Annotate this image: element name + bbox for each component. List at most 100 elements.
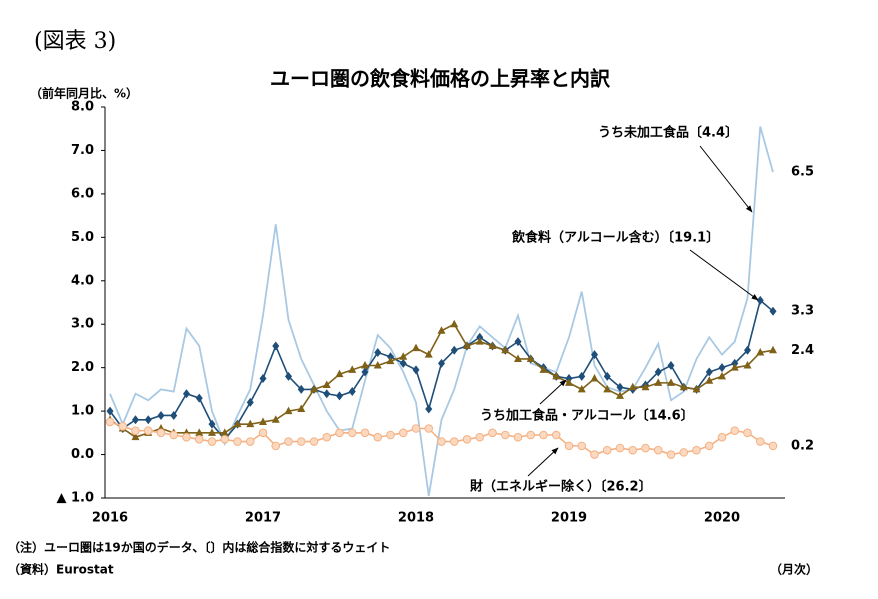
marker <box>425 404 433 414</box>
marker <box>170 410 178 420</box>
marker <box>513 432 523 442</box>
marker <box>615 443 625 453</box>
marker <box>323 389 331 399</box>
marker <box>679 448 689 457</box>
marker <box>297 384 305 394</box>
y-tick-label: 7.0 <box>71 143 94 158</box>
marker <box>386 356 395 365</box>
legend-label: 飲食料（アルコール含む）〔19.1〕 <box>511 230 719 246</box>
marker <box>679 382 688 391</box>
x-tick-label: 2016 <box>92 511 128 526</box>
marker <box>284 437 293 446</box>
legend-label: うち加工食品・アルコール〔14.6〕 <box>480 408 694 424</box>
marker <box>463 341 471 349</box>
marker <box>438 358 445 368</box>
marker <box>245 437 255 446</box>
marker <box>297 404 306 412</box>
x-tick-label: 2020 <box>704 511 740 526</box>
marker <box>578 371 586 381</box>
y-tick-label: 5.0 <box>71 230 94 245</box>
marker <box>348 387 356 397</box>
marker <box>131 432 140 441</box>
marker <box>322 380 331 389</box>
y-tick-label: 2.0 <box>71 360 94 375</box>
marker <box>539 430 548 440</box>
marker <box>169 430 179 440</box>
marker <box>194 435 204 444</box>
marker <box>705 367 713 377</box>
marker <box>386 430 395 440</box>
marker <box>756 295 764 305</box>
figure-label: (図表 3) <box>34 29 116 54</box>
marker <box>118 422 128 431</box>
marker <box>374 347 382 357</box>
marker <box>157 410 165 420</box>
marker <box>131 426 140 435</box>
annotation-arrow <box>527 447 559 477</box>
marker <box>488 428 497 438</box>
marker <box>132 415 139 425</box>
marker <box>667 378 675 386</box>
marker <box>705 376 714 384</box>
x-tick-label: 2018 <box>398 511 434 526</box>
marker <box>603 371 611 381</box>
end-value-label: 6.5 <box>791 165 814 180</box>
y-tick-label: 0.0 <box>71 447 94 462</box>
y-tick-label: 4.0 <box>71 273 94 288</box>
marker <box>335 369 344 378</box>
marker <box>552 371 561 380</box>
y-tick-label: 8.0 <box>71 100 94 115</box>
marker <box>718 363 726 373</box>
marker <box>259 374 267 384</box>
marker <box>259 417 267 425</box>
marker <box>730 363 739 371</box>
chart-title: ユーロ圏の飲食料価格の上昇率と内訳 <box>270 67 611 91</box>
marker <box>284 406 293 415</box>
marker <box>755 437 765 446</box>
marker <box>730 426 740 435</box>
marker <box>616 391 624 399</box>
marker <box>336 391 343 401</box>
marker <box>718 371 726 380</box>
marker <box>526 354 535 362</box>
marker <box>285 371 292 381</box>
marker <box>743 360 752 369</box>
marker <box>195 393 203 403</box>
marker <box>769 306 777 316</box>
marker <box>654 378 663 386</box>
legend-label: 財（エネルギー除く）〔26.2〕 <box>469 479 652 495</box>
marker <box>246 419 255 428</box>
marker <box>717 432 727 442</box>
marker <box>398 428 408 438</box>
marker <box>182 432 191 442</box>
marker <box>577 441 587 451</box>
end-value-label: 2.4 <box>791 343 814 358</box>
marker <box>144 415 152 425</box>
marker <box>437 326 446 334</box>
end-value-label: 3.3 <box>791 304 814 319</box>
marker <box>590 374 599 382</box>
marker <box>692 445 701 455</box>
marker <box>450 319 459 328</box>
marker <box>195 428 204 436</box>
y-tick-label: 3.0 <box>71 317 94 332</box>
marker <box>475 337 484 345</box>
marker <box>514 337 522 347</box>
marker <box>373 360 382 369</box>
marker <box>539 365 548 373</box>
marker <box>744 345 751 355</box>
source: （資料）Eurostat <box>8 562 114 577</box>
marker <box>769 345 777 354</box>
marker <box>183 389 190 399</box>
marker <box>551 430 561 440</box>
x-axis-label: （月次） <box>770 562 818 577</box>
marker <box>602 445 612 455</box>
marker <box>450 345 458 355</box>
marker <box>412 365 420 375</box>
marker <box>348 365 357 373</box>
marker <box>106 406 114 416</box>
y-tick-label: 6.0 <box>71 186 94 201</box>
marker <box>424 424 434 433</box>
marker <box>296 437 306 446</box>
marker <box>743 428 752 438</box>
